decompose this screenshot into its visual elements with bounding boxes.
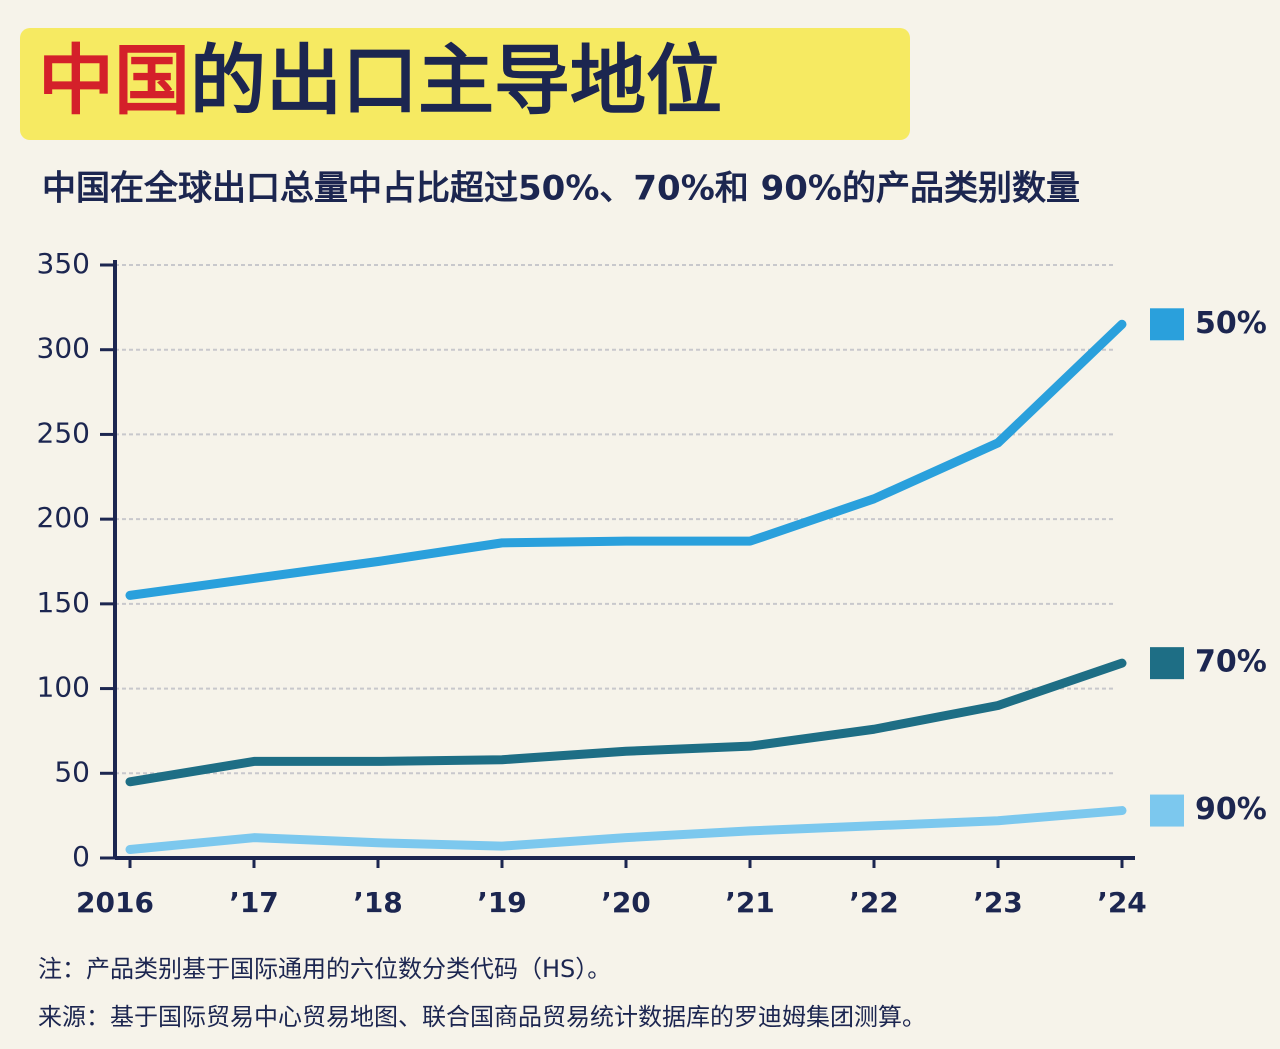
chart-title: 中国的出口主导地位 (38, 36, 722, 125)
y-tick-label: 50 (54, 755, 90, 788)
chart-subtitle: 中国在全球出口总量中占比超过50%、70%和 90%的产品类别数量 (42, 169, 1080, 209)
series-line (125, 806, 1127, 855)
legend-swatch (1150, 794, 1184, 827)
series-line (125, 658, 1127, 787)
x-tick-label: ’23 (973, 886, 1023, 919)
x-tick-label: ’21 (725, 886, 775, 919)
note: 注：产品类别基于国际通用的六位数分类代码（HS）。 (38, 955, 611, 983)
x-tick-label: ’19 (477, 886, 527, 919)
title-part: 中国 (38, 36, 190, 125)
x-tick-label: ’22 (849, 886, 899, 919)
y-tick-label: 350 (37, 247, 90, 280)
title-highlight (20, 28, 910, 140)
source: 来源：基于国际贸易中心贸易地图、联合国商品贸易统计数据库的罗迪姆集团测算。 (38, 1003, 926, 1031)
y-tick-label: 250 (37, 416, 90, 449)
x-tick-label: 2016 (76, 886, 154, 919)
y-tick-label: 200 (37, 501, 90, 534)
legend-swatch (1150, 308, 1184, 341)
y-tick-label: 150 (37, 586, 90, 619)
x-tick-label: ’17 (229, 886, 279, 919)
series-line (125, 319, 1127, 600)
legend-label: 50% (1195, 306, 1267, 341)
legend-label: 70% (1195, 645, 1267, 680)
x-tick-label: ’18 (353, 886, 403, 919)
x-tick-label: ’24 (1097, 886, 1147, 919)
legend-swatch (1150, 647, 1184, 680)
x-tick-label: ’20 (601, 886, 651, 919)
title-part: 的出口主导地位 (190, 36, 722, 125)
y-tick-label: 0 (72, 840, 90, 873)
y-tick-label: 300 (37, 332, 90, 365)
y-tick-label: 100 (37, 671, 90, 704)
legend-label: 90% (1195, 792, 1267, 827)
